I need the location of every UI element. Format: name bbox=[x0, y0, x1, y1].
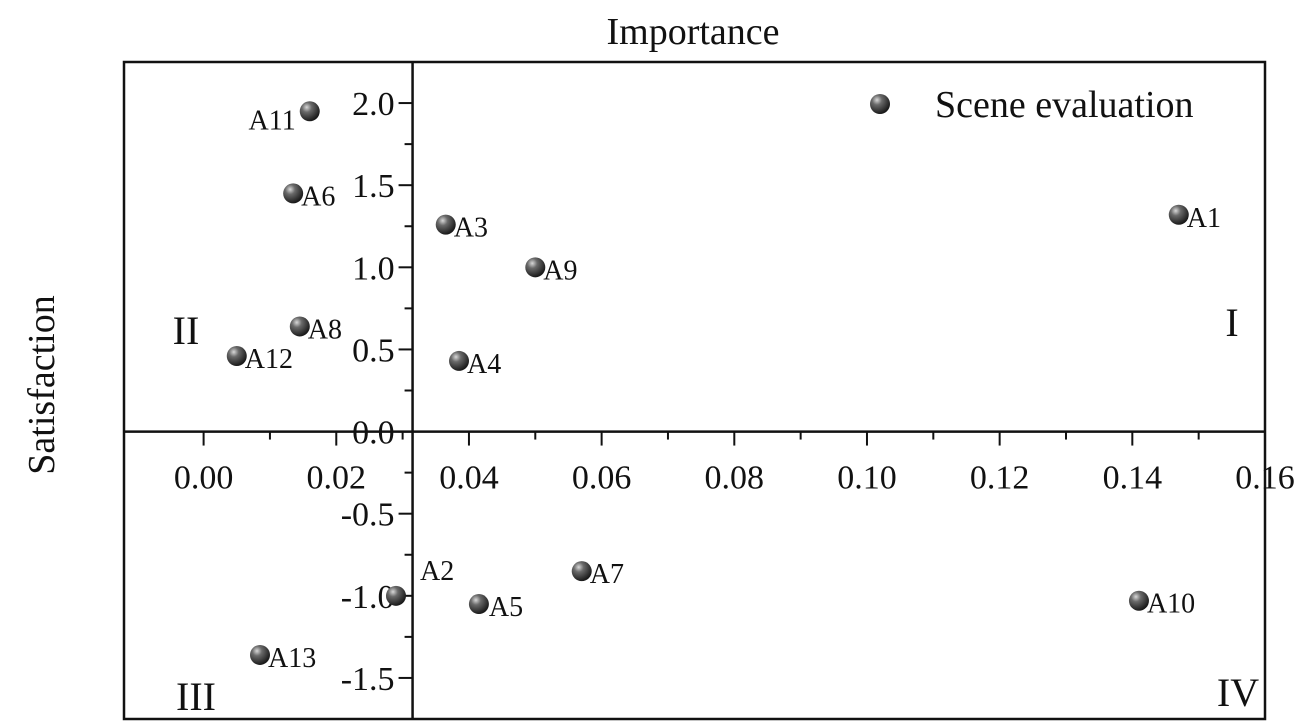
point-label-a4: A4 bbox=[467, 349, 501, 380]
point-label-a13: A13 bbox=[268, 643, 316, 674]
quadrant-label-ii: II bbox=[173, 308, 200, 353]
x-tick-label: 0.00 bbox=[174, 460, 234, 497]
y-tick-label: 0.0 bbox=[352, 415, 395, 452]
x-tick-label: 0.02 bbox=[307, 460, 367, 497]
point-label-a5: A5 bbox=[489, 592, 523, 623]
y-tick-label: 0.5 bbox=[352, 332, 395, 369]
legend: Scene evaluation bbox=[870, 84, 1194, 126]
x-tick-label: 0.14 bbox=[1103, 460, 1163, 497]
data-point-a1 bbox=[1168, 204, 1189, 225]
point-label-a1: A1 bbox=[1187, 203, 1221, 234]
data-points: A1 A2 A3 A4 A5 A6 A7 A8 A9 A10 A11 A12 A13 bbox=[226, 101, 1221, 674]
data-point-a7 bbox=[571, 561, 592, 582]
data-point-a3 bbox=[435, 214, 456, 235]
legend-marker bbox=[870, 94, 890, 114]
data-point-a2 bbox=[385, 585, 406, 606]
data-point-a4 bbox=[449, 350, 470, 371]
point-label-a12: A12 bbox=[245, 344, 293, 375]
point-label-a2: A2 bbox=[420, 556, 454, 587]
point-label-a6: A6 bbox=[301, 181, 335, 212]
y-axis-title: Satisfaction bbox=[21, 295, 63, 474]
x-tick-label: 0.04 bbox=[439, 460, 499, 497]
y-tick-label: -0.5 bbox=[341, 497, 395, 534]
point-label-a3: A3 bbox=[454, 213, 488, 244]
quadrant-label-iv: IV bbox=[1217, 670, 1259, 715]
point-label-a9: A9 bbox=[543, 255, 577, 286]
x-axis-title: Importance bbox=[606, 11, 779, 53]
data-point-a9 bbox=[525, 257, 546, 278]
data-point-a5 bbox=[468, 594, 489, 615]
data-point-a10 bbox=[1128, 590, 1149, 611]
point-label-a8: A8 bbox=[308, 314, 342, 345]
data-point-a6 bbox=[283, 183, 304, 204]
x-tick-label: 0.12 bbox=[970, 460, 1030, 497]
x-tick-label: 0.16 bbox=[1235, 460, 1295, 497]
tick-labels: 0.00 0.02 0.04 0.06 0.08 0.10 0.12 0.14 0.16 -1.5… bbox=[174, 86, 1295, 698]
point-label-a11: A11 bbox=[249, 105, 296, 136]
tick-marks bbox=[202, 102, 1266, 679]
y-tick-label: 2.0 bbox=[352, 86, 395, 123]
point-label-a7: A7 bbox=[590, 559, 624, 590]
plot-frame bbox=[122, 60, 1267, 721]
y-tick-label: 1.5 bbox=[352, 168, 395, 205]
quadrant-label-iii: III bbox=[176, 674, 216, 719]
data-point-a8 bbox=[289, 316, 310, 337]
x-tick-label: 0.06 bbox=[572, 460, 632, 497]
quadrant-label-i: I bbox=[1225, 300, 1238, 345]
y-tick-label: 1.0 bbox=[352, 250, 395, 287]
point-label-a10: A10 bbox=[1147, 589, 1195, 620]
x-tick-label: 0.08 bbox=[705, 460, 765, 497]
axes bbox=[124, 62, 1265, 719]
y-tick-label: -1.0 bbox=[341, 579, 395, 616]
x-tick-label: 0.10 bbox=[837, 460, 897, 497]
data-point-a12 bbox=[226, 346, 247, 367]
legend-entry-label: Scene evaluation bbox=[935, 84, 1194, 126]
y-tick-label: -1.5 bbox=[341, 661, 395, 698]
data-point-a11 bbox=[299, 101, 320, 122]
data-point-a13 bbox=[249, 644, 270, 665]
